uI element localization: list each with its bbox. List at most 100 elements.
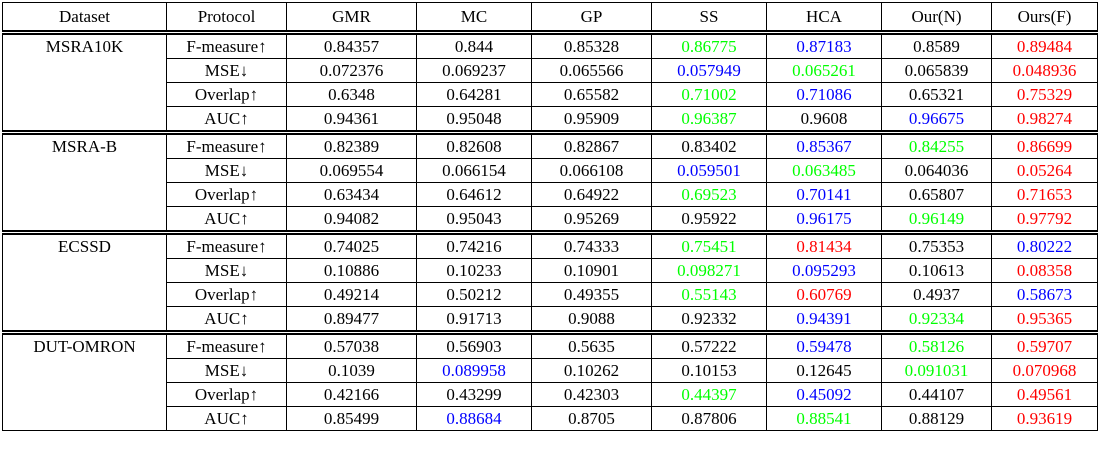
protocol-cell: F-measure↑ — [166, 30, 287, 59]
value-cell: 0.49214 — [286, 282, 417, 307]
value-cell: 0.96675 — [881, 106, 992, 133]
value-cell: 0.94082 — [286, 206, 417, 233]
protocol-cell: AUC↑ — [166, 206, 287, 233]
protocol-cell: MSE↓ — [166, 258, 287, 283]
value-cell: 0.10613 — [881, 258, 992, 283]
value-cell: 0.65582 — [531, 82, 652, 107]
value-cell: 0.95365 — [991, 306, 1098, 333]
value-cell: 0.84357 — [286, 30, 417, 59]
value-cell: 0.069237 — [416, 58, 532, 83]
dataset-cell: MSRA10K — [2, 30, 167, 133]
value-cell: 0.60769 — [766, 282, 882, 307]
value-cell: 0.82389 — [286, 130, 417, 159]
header-cell: GP — [531, 2, 652, 33]
value-cell: 0.44107 — [881, 382, 992, 407]
value-cell: 0.92332 — [651, 306, 767, 333]
value-cell: 0.89484 — [991, 30, 1098, 59]
protocol-cell: MSE↓ — [166, 58, 287, 83]
data-row: DUT-OMRON F-measure↑ 0.57038 0.56903 0.5635 0… — [2, 330, 1098, 431]
data-row: Overlap↑ 0.49214 0.50212 0.49355 0.55143 0.60… — [3, 282, 1098, 307]
value-cell: 0.75353 — [881, 230, 992, 259]
value-cell: 0.9608 — [766, 106, 882, 133]
value-cell: 0.95048 — [416, 106, 532, 133]
data-row: AUC↑ 0.94082 0.95043 0.95269 0.95922 0.96175 0… — [3, 206, 1098, 233]
value-cell: 0.93619 — [991, 406, 1098, 431]
value-cell: 0.065566 — [531, 58, 652, 83]
value-cell: 0.95922 — [651, 206, 767, 233]
value-cell: 0.56903 — [416, 330, 532, 359]
data-row: MSE↓ 0.069554 0.066154 0.066108 0.059501 0.06… — [3, 158, 1098, 183]
data-row: ECSSD F-measure↑ 0.74025 0.74216 0.74333 0.75… — [2, 230, 1098, 333]
data-row: MSE↓ 0.1039 0.089958 0.10262 0.10153 0.12645 0… — [3, 358, 1098, 383]
results-table: Dataset Protocol GMR MC GP SS HCA Our(N) Ours(F)… — [2, 2, 1098, 431]
value-cell: 0.84255 — [881, 130, 992, 159]
header-cell: MC — [416, 2, 532, 33]
header-cell: Dataset — [2, 2, 167, 33]
value-cell: 0.069554 — [286, 158, 417, 183]
value-cell: 0.86775 — [651, 30, 767, 59]
value-cell: 0.74333 — [531, 230, 652, 259]
value-cell: 0.10153 — [651, 358, 767, 383]
value-cell: 0.96175 — [766, 206, 882, 233]
value-cell: 0.089958 — [416, 358, 532, 383]
value-cell: 0.45092 — [766, 382, 882, 407]
data-row: AUC↑ 0.85499 0.88684 0.8705 0.87806 0.88541 0.… — [3, 406, 1098, 431]
value-cell: 0.059501 — [651, 158, 767, 183]
data-row: Overlap↑ 0.6348 0.64281 0.65582 0.71002 0.710… — [3, 82, 1098, 107]
value-cell: 0.95269 — [531, 206, 652, 233]
data-row: MSE↓ 0.10886 0.10233 0.10901 0.098271 0.09529… — [3, 258, 1098, 283]
value-cell: 0.8705 — [531, 406, 652, 431]
value-cell: 0.05264 — [991, 158, 1098, 183]
value-cell: 0.87183 — [766, 30, 882, 59]
value-cell: 0.64612 — [416, 182, 532, 207]
value-cell: 0.63434 — [286, 182, 417, 207]
dataset-cell: MSRA-B — [2, 130, 167, 233]
value-cell: 0.82867 — [531, 130, 652, 159]
protocol-cell: F-measure↑ — [166, 330, 287, 359]
value-cell: 0.43299 — [416, 382, 532, 407]
value-cell: 0.82608 — [416, 130, 532, 159]
value-cell: 0.71002 — [651, 82, 767, 107]
value-cell: 0.83402 — [651, 130, 767, 159]
value-cell: 0.063485 — [766, 158, 882, 183]
value-cell: 0.070968 — [991, 358, 1098, 383]
protocol-cell: AUC↑ — [166, 106, 287, 133]
value-cell: 0.5635 — [531, 330, 652, 359]
value-cell: 0.59707 — [991, 330, 1098, 359]
value-cell: 0.072376 — [286, 58, 417, 83]
value-cell: 0.4937 — [881, 282, 992, 307]
value-cell: 0.85328 — [531, 30, 652, 59]
value-cell: 0.71653 — [991, 182, 1098, 207]
data-row: Overlap↑ 0.63434 0.64612 0.64922 0.69523 0.70… — [3, 182, 1098, 207]
header-cell: Protocol — [166, 2, 287, 33]
value-cell: 0.8589 — [881, 30, 992, 59]
value-cell: 0.091031 — [881, 358, 992, 383]
value-cell: 0.75329 — [991, 82, 1098, 107]
value-cell: 0.57038 — [286, 330, 417, 359]
value-cell: 0.44397 — [651, 382, 767, 407]
value-cell: 0.65807 — [881, 182, 992, 207]
data-row: MSRA-B F-measure↑ 0.82389 0.82608 0.82867 0.8… — [2, 130, 1098, 233]
protocol-cell: Overlap↑ — [166, 382, 287, 407]
value-cell: 0.87806 — [651, 406, 767, 431]
value-cell: 0.74025 — [286, 230, 417, 259]
dataset-cell: DUT-OMRON — [2, 330, 167, 431]
value-cell: 0.10886 — [286, 258, 417, 283]
value-cell: 0.81434 — [766, 230, 882, 259]
value-cell: 0.64281 — [416, 82, 532, 107]
value-cell: 0.066154 — [416, 158, 532, 183]
value-cell: 0.96387 — [651, 106, 767, 133]
value-cell: 0.6348 — [286, 82, 417, 107]
value-cell: 0.75451 — [651, 230, 767, 259]
value-cell: 0.58673 — [991, 282, 1098, 307]
value-cell: 0.064036 — [881, 158, 992, 183]
value-cell: 0.095293 — [766, 258, 882, 283]
value-cell: 0.048936 — [991, 58, 1098, 83]
value-cell: 0.69523 — [651, 182, 767, 207]
value-cell: 0.97792 — [991, 206, 1098, 233]
value-cell: 0.065839 — [881, 58, 992, 83]
protocol-cell: Overlap↑ — [166, 82, 287, 107]
value-cell: 0.50212 — [416, 282, 532, 307]
protocol-cell: Overlap↑ — [166, 182, 287, 207]
